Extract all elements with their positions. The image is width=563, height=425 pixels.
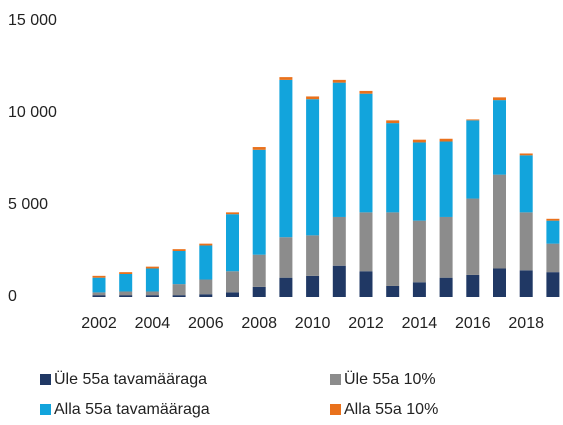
- bar-segment: [145, 268, 159, 292]
- bar-segment: [519, 212, 533, 271]
- y-tick-label: 0: [8, 288, 17, 305]
- bar-segment: [226, 212, 239, 215]
- bar-segment: [359, 212, 373, 272]
- bar-segment: [306, 235, 320, 276]
- bar-segment: [279, 277, 293, 297]
- bar-segment: [332, 216, 346, 266]
- bar-segment: [466, 198, 480, 275]
- y-tick-label: 5 000: [8, 196, 48, 213]
- bar-segment: [92, 295, 106, 297]
- bar-segment: [412, 282, 426, 297]
- legend-label: Üle 55a tavamääraga: [54, 370, 207, 388]
- bar-segment: [439, 216, 453, 278]
- bar-segment: [359, 90, 373, 94]
- bar-segment: [279, 237, 293, 278]
- bar-segment: [519, 155, 533, 213]
- y-tick-label: 10 000: [8, 104, 57, 121]
- bar-segment: [252, 254, 266, 287]
- bar-segment: [279, 77, 293, 80]
- bar-segment: [119, 272, 133, 274]
- x-tick-label: 2010: [295, 315, 331, 332]
- bar-segment: [226, 214, 239, 272]
- bar-segment: [199, 243, 213, 246]
- bar-segment: [332, 265, 346, 297]
- bar-segment: [493, 100, 506, 175]
- bar-segment: [92, 292, 106, 296]
- bar-segment: [145, 295, 159, 297]
- x-tick-label: 2006: [188, 315, 224, 332]
- bar-segment: [386, 123, 400, 213]
- legend-label: Alla 55a tavamääraga: [54, 401, 210, 418]
- bar-segment: [466, 120, 480, 199]
- bar-segment: [145, 266, 159, 269]
- legend-label: Alla 55a 10%: [344, 401, 438, 418]
- bar-segment: [172, 251, 186, 285]
- bar-segment: [332, 79, 346, 83]
- bar-segment: [306, 275, 320, 297]
- bar-segment: [92, 277, 106, 293]
- legend-swatch: [40, 374, 51, 385]
- bar-segment: [119, 291, 133, 296]
- bar-segment: [493, 174, 506, 269]
- bar-segment: [119, 295, 133, 297]
- bar-segment: [226, 271, 239, 293]
- bar-segment: [493, 97, 506, 101]
- x-tick-label: 2014: [402, 315, 438, 332]
- bar-segment: [279, 79, 293, 238]
- bar-segment: [386, 285, 400, 297]
- bar-segment: [306, 99, 320, 236]
- bar-segment: [412, 139, 426, 143]
- bar-segment: [439, 277, 453, 297]
- bar-segment: [546, 272, 560, 297]
- bar-segment: [519, 153, 533, 156]
- bar-segment: [546, 220, 560, 244]
- bar-segment: [519, 270, 533, 297]
- bar-segment: [439, 138, 453, 142]
- x-tick-label: 2002: [81, 315, 117, 332]
- bar-segment: [386, 212, 400, 286]
- bar-segment: [199, 294, 213, 297]
- bar-segment: [466, 119, 480, 121]
- x-tick-label: 2016: [455, 315, 491, 332]
- legend-swatch: [330, 404, 341, 415]
- bar-segment: [412, 142, 426, 221]
- bar-segment: [252, 147, 266, 150]
- x-tick-label: 2018: [508, 315, 544, 332]
- bar-segment: [359, 271, 373, 297]
- bar-segment: [546, 218, 560, 221]
- bar-segment: [252, 149, 266, 255]
- bar-segment: [145, 291, 159, 296]
- bar-segment: [546, 243, 560, 273]
- bar-segment: [306, 96, 320, 100]
- bar-segment: [172, 295, 186, 297]
- bar-segment: [439, 141, 453, 217]
- bar-segment: [172, 249, 186, 251]
- x-tick-label: 2012: [348, 315, 384, 332]
- bar-segment: [199, 245, 213, 280]
- bar-segment: [386, 120, 400, 124]
- bar-segment: [332, 82, 346, 217]
- legend-swatch: [40, 404, 51, 415]
- y-tick-label: 15 000: [8, 12, 57, 29]
- bar-segment: [199, 279, 213, 295]
- x-tick-label: 2008: [241, 315, 277, 332]
- bar-segment: [119, 274, 133, 292]
- bar-segment: [412, 220, 426, 283]
- legend-swatch: [330, 374, 341, 385]
- bar-segment: [359, 93, 373, 213]
- bar-segment: [493, 268, 506, 297]
- bar-segment: [252, 286, 266, 297]
- bar-segment: [466, 274, 480, 297]
- bar-segment: [226, 292, 239, 297]
- bar-segment: [172, 284, 186, 296]
- bar-segment: [92, 275, 106, 278]
- legend-label: Üle 55a 10%: [344, 370, 436, 388]
- x-tick-label: 2004: [135, 315, 171, 332]
